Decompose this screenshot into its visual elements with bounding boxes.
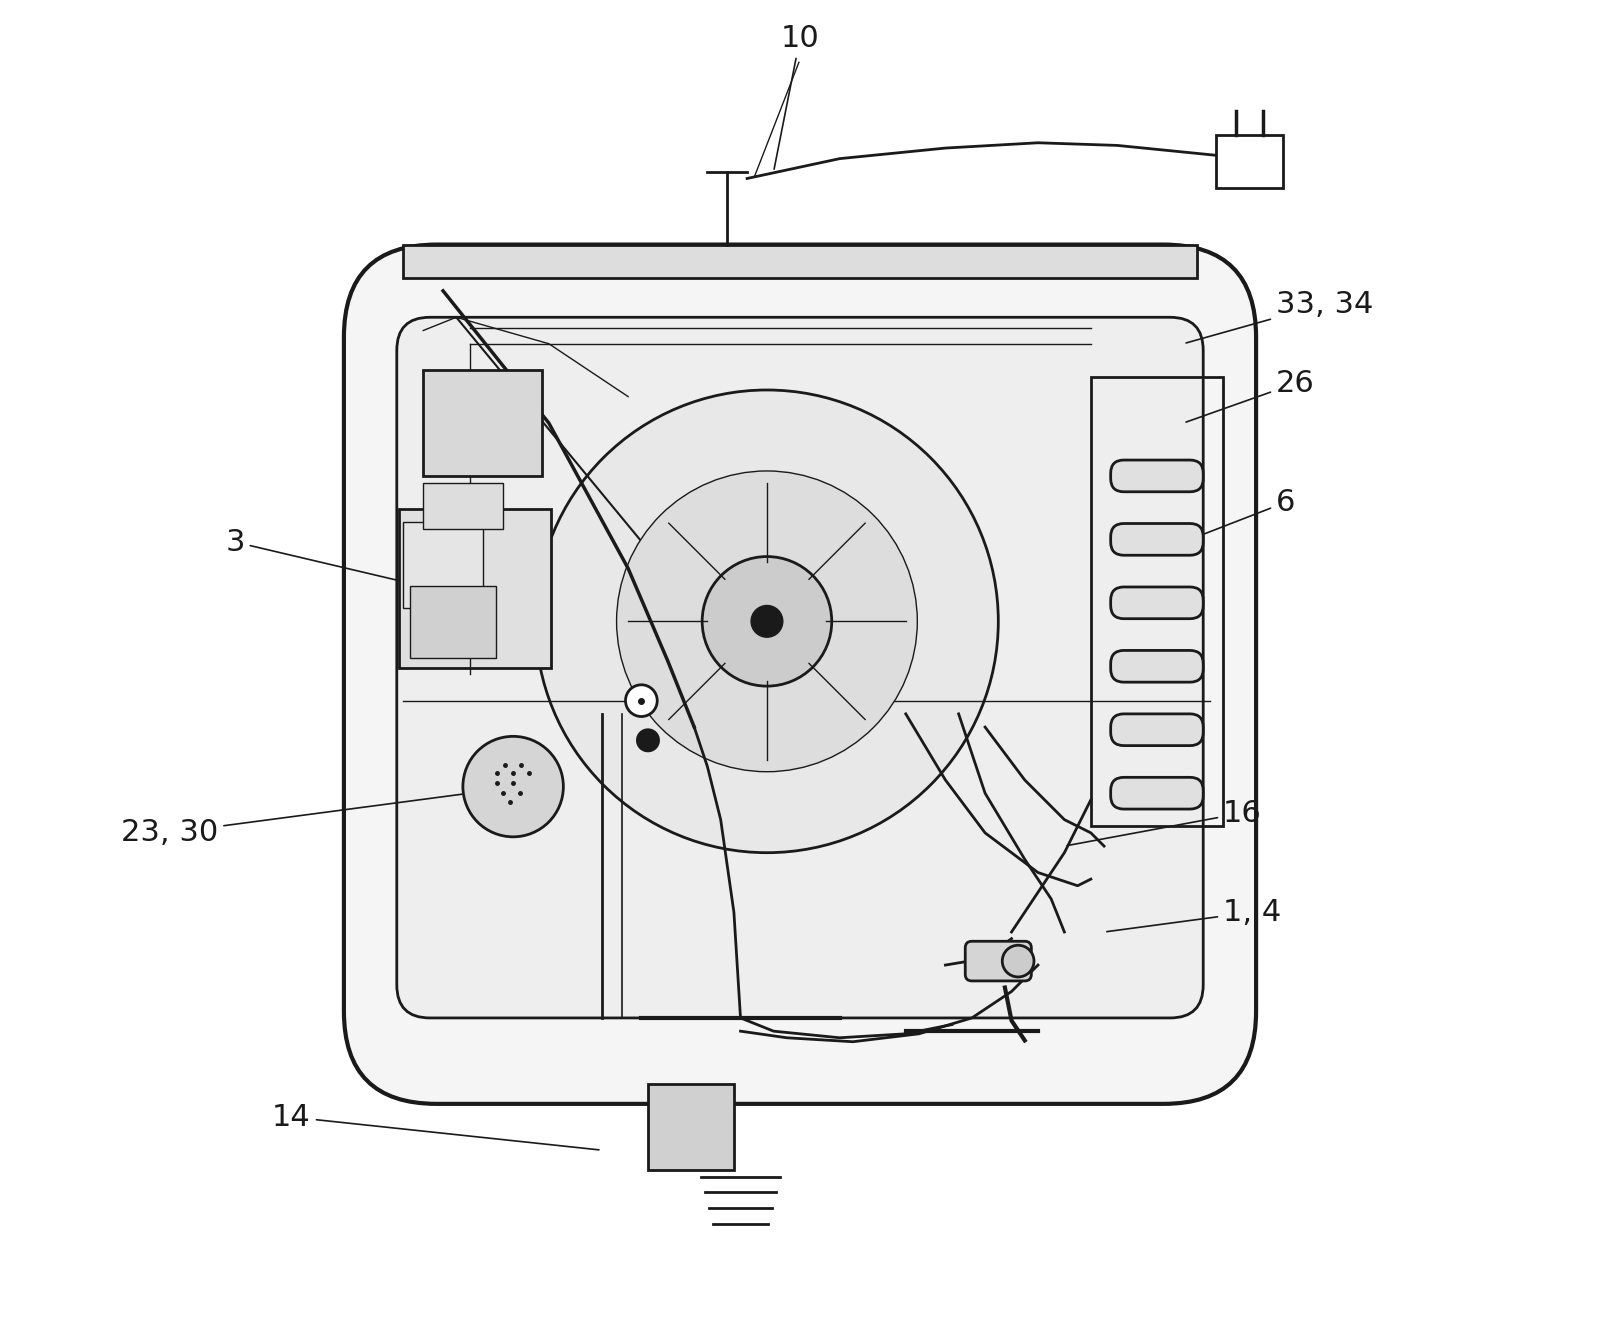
Bar <box>403 522 483 608</box>
FancyBboxPatch shape <box>344 245 1256 1104</box>
Circle shape <box>536 390 998 853</box>
FancyBboxPatch shape <box>1110 650 1203 682</box>
Circle shape <box>637 730 659 751</box>
Text: 1, 4: 1, 4 <box>1107 898 1282 932</box>
Bar <box>424 370 542 476</box>
FancyBboxPatch shape <box>1110 524 1203 555</box>
Text: 33, 34: 33, 34 <box>1186 290 1373 342</box>
Bar <box>1216 135 1283 188</box>
FancyBboxPatch shape <box>1110 460 1203 492</box>
Circle shape <box>702 557 832 686</box>
Circle shape <box>462 736 563 837</box>
Bar <box>424 483 502 529</box>
FancyBboxPatch shape <box>397 317 1203 1018</box>
Circle shape <box>626 685 658 717</box>
Text: 26: 26 <box>1186 369 1315 422</box>
Circle shape <box>1002 945 1034 977</box>
FancyBboxPatch shape <box>1110 777 1203 809</box>
Text: 16: 16 <box>1067 798 1262 846</box>
Circle shape <box>616 471 917 772</box>
Text: 23, 30: 23, 30 <box>122 793 467 847</box>
Text: 10: 10 <box>774 24 819 169</box>
Bar <box>400 509 552 668</box>
Circle shape <box>750 605 782 637</box>
FancyBboxPatch shape <box>1110 714 1203 746</box>
Bar <box>1091 377 1222 826</box>
Text: 6: 6 <box>1186 488 1296 541</box>
Bar <box>403 245 1197 278</box>
Bar <box>410 586 496 658</box>
Text: 14: 14 <box>272 1103 598 1150</box>
Text: 3: 3 <box>226 527 400 582</box>
FancyBboxPatch shape <box>965 941 1032 981</box>
FancyBboxPatch shape <box>1110 587 1203 619</box>
Bar <box>648 1084 734 1170</box>
